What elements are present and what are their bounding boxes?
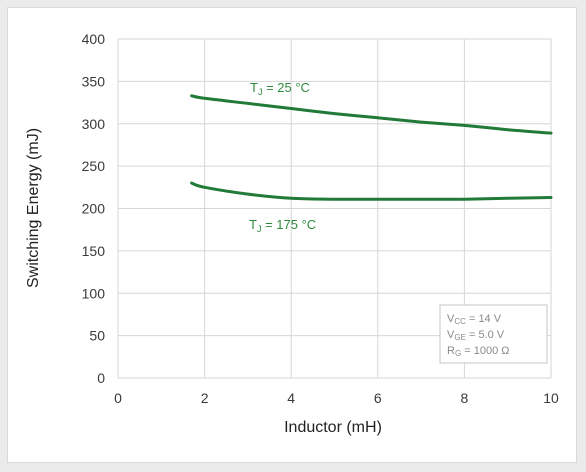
y-tick-label: 150	[82, 243, 106, 259]
y-axis-label: Switching Energy (mJ)	[25, 128, 42, 288]
condition-rg: RG = 1000 Ω	[447, 345, 509, 358]
series-lines	[190, 94, 553, 201]
x-tick-label: 0	[114, 390, 122, 406]
y-tick-label: 100	[82, 285, 106, 301]
y-tick-labels: 0 50 100 150 200 250 300 350 400	[82, 31, 106, 386]
x-tick-label: 8	[461, 390, 469, 406]
condition-vge: VGE = 5.0 V	[447, 329, 505, 342]
x-axis-label: Inductor (mH)	[284, 419, 382, 436]
y-tick-label: 350	[82, 73, 106, 89]
y-tick-label: 400	[82, 31, 106, 47]
y-tick-label: 50	[89, 328, 105, 344]
series-label-25c: TJ = 25 °C	[250, 80, 310, 97]
x-tick-label: 4	[287, 390, 295, 406]
x-tick-label: 10	[543, 390, 559, 406]
series-line-0	[190, 94, 553, 135]
condition-vcc: VCC = 14 V	[447, 313, 502, 326]
series-line-1	[190, 181, 553, 201]
switching-energy-chart: 0 50 100 150 200 250 300 350 400 0 2 4 6 8 10 Inducto…	[25, 31, 559, 436]
y-tick-label: 200	[82, 201, 106, 217]
y-tick-label: 250	[82, 158, 106, 174]
y-tick-label: 300	[82, 116, 106, 132]
conditions-box-border	[439, 304, 548, 364]
conditions-box: VCC = 14 V VGE = 5.0 V RG = 1000 Ω	[439, 304, 548, 364]
x-tick-label: 6	[374, 390, 382, 406]
y-tick-label: 0	[97, 370, 105, 386]
series-label-175c: TJ = 175 °C	[249, 217, 316, 234]
x-tick-labels: 0 2 4 6 8 10	[114, 390, 559, 406]
chart-frame: 0 50 100 150 200 250 300 350 400 0 2 4 6 8 10 Inducto…	[7, 7, 577, 463]
x-tick-label: 2	[201, 390, 209, 406]
